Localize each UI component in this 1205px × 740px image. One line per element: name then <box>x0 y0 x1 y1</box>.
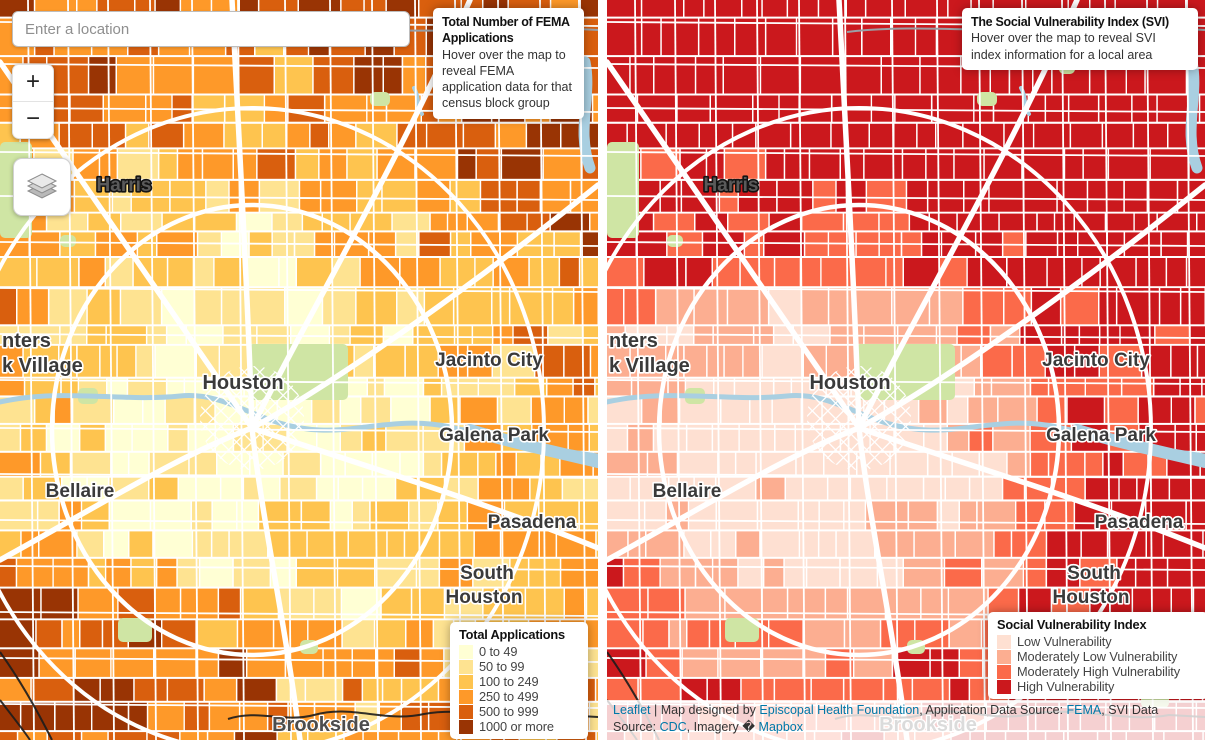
freeways <box>607 0 1205 740</box>
city-label: Pasadena <box>488 512 577 533</box>
city-label: Bellaire <box>46 481 115 502</box>
svi-info-box: The Social Vulnerability Index (SVI) Hov… <box>962 8 1198 70</box>
city-label: Jacinto City <box>435 350 543 371</box>
legend-row: Moderately High Vulnerability <box>997 664 1199 679</box>
legend-label: Moderately High Vulnerability <box>1017 664 1181 679</box>
city-label: Galena Park <box>1046 425 1156 446</box>
legend-row: 1000 or more <box>459 719 579 734</box>
city-label: South <box>1067 563 1121 584</box>
fema-legend-title: Total Applications <box>459 627 565 642</box>
legend-row: 250 to 499 <box>459 689 579 704</box>
city-label: South <box>460 563 514 584</box>
legend-swatch <box>459 689 473 704</box>
svi-legend-title: Social Vulnerability Index <box>997 617 1147 632</box>
attribution-link[interactable]: Leaflet <box>613 703 651 717</box>
city-label: Galena Park <box>439 425 549 446</box>
zoom-out-button[interactable]: − <box>13 101 53 138</box>
attribution-link[interactable]: CDC <box>659 720 687 734</box>
city-label: Houston <box>809 372 890 394</box>
legend-swatch <box>459 644 473 659</box>
legend-swatch <box>459 674 473 689</box>
legend-row: 100 to 249 <box>459 674 579 689</box>
legend-swatch <box>997 664 1011 679</box>
attribution-link[interactable]: FEMA <box>1066 703 1102 717</box>
legend-row: 50 to 99 <box>459 659 579 674</box>
zoom-control: + − <box>12 64 54 139</box>
fema-info-title: Total Number of FEMA Applications <box>442 15 570 46</box>
legend-label: 250 to 499 <box>479 689 539 704</box>
legend-row: 0 to 49 <box>459 644 579 659</box>
layers-icon <box>26 173 58 199</box>
svi-legend: Social Vulnerability Index Low Vulnerabi… <box>988 612 1205 699</box>
search-input[interactable] <box>12 11 410 47</box>
legend-swatch <box>459 704 473 719</box>
legend-row: High Vulnerability <box>997 679 1199 694</box>
svi-info-body: Hover over the map to reveal SVI index i… <box>971 31 1156 62</box>
legend-label: High Vulnerability <box>1017 679 1115 694</box>
city-label: Houston <box>202 372 283 394</box>
legend-label: 100 to 249 <box>479 674 539 689</box>
city-label: k Village <box>2 355 83 377</box>
zoom-in-button[interactable]: + <box>25 68 40 95</box>
attribution-text: | Map designed by <box>650 703 760 717</box>
city-label: Brookside <box>272 714 370 736</box>
legend-label: Moderately Low Vulnerability <box>1017 649 1178 664</box>
layers-control[interactable] <box>13 158 71 216</box>
city-label: Houston <box>1052 587 1129 608</box>
legend-swatch <box>997 679 1011 694</box>
attribution-link[interactable]: Mapbox <box>758 720 804 734</box>
fema-info-body: Hover over the map to reveal FEMA applic… <box>442 47 572 111</box>
legend-swatch <box>997 649 1011 664</box>
legend-label: Low Vulnerability <box>1017 634 1112 649</box>
legend-row: 500 to 999 <box>459 704 579 719</box>
panel-divider <box>598 0 607 740</box>
city-label: Jacinto City <box>1042 350 1150 371</box>
city-label: k Village <box>609 355 690 377</box>
legend-label: 50 to 99 <box>479 659 525 674</box>
attribution-text: , SVI Data Source: <box>613 703 1159 734</box>
city-label: Houston <box>445 587 522 608</box>
attribution-text: , Application Data Source: <box>919 703 1067 717</box>
city-label: nters <box>609 330 658 352</box>
legend-swatch <box>459 719 473 734</box>
svi-legend-items: Low Vulnerability Moderately Low Vulnerab… <box>997 634 1199 694</box>
city-label: Bellaire <box>653 481 722 502</box>
legend-label: 1000 or more <box>479 719 554 734</box>
attribution-link[interactable]: Episcopal Health Foundation <box>759 703 920 717</box>
city-label: Harris <box>704 175 759 196</box>
city-labels: nters k Village Harris Houston Jacinto City G… <box>0 173 578 737</box>
svi-choropleth-map[interactable]: nters k Village Harris Houston Jacinto City G… <box>607 0 1205 740</box>
city-label: Harris <box>97 175 152 196</box>
svi-info-title: The Social Vulnerability Index (SVI) <box>971 15 1169 29</box>
city-label: nters <box>2 330 51 352</box>
fema-legend-items: 0 to 49 50 to 99 100 to 249 250 to 499 500 t… <box>459 644 579 734</box>
legend-label: 500 to 999 <box>479 704 539 719</box>
legend-label: 0 to 49 <box>479 644 518 659</box>
svi-map-panel: nters k Village Harris Houston Jacinto City G… <box>607 0 1205 740</box>
city-label: Pasadena <box>1095 512 1184 533</box>
legend-row: Low Vulnerability <box>997 634 1199 649</box>
fema-legend: Total Applications 0 to 49 50 to 99 100 to… <box>450 622 588 739</box>
attribution-text: , Imagery � <box>686 720 759 734</box>
fema-map-panel: nters k Village Harris Houston Jacinto City G… <box>0 0 598 740</box>
legend-row: Moderately Low Vulnerability <box>997 649 1199 664</box>
map-attribution: Leaflet | Map designed by Episcopal Heal… <box>607 700 1205 740</box>
legend-swatch <box>459 659 473 674</box>
legend-swatch <box>997 634 1011 649</box>
fema-info-box: Total Number of FEMA Applications Hover … <box>433 8 584 119</box>
